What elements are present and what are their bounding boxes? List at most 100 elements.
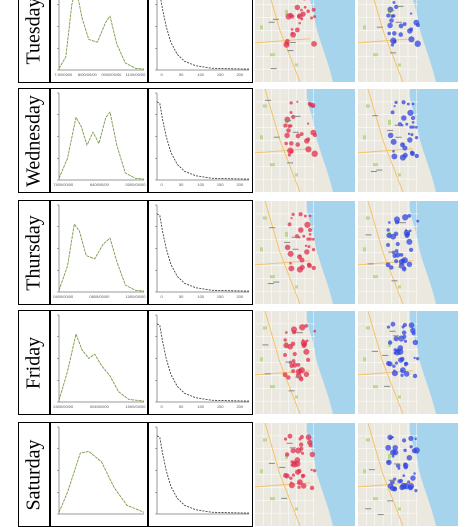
map-highway — [358, 38, 414, 44]
map-place-label-mark — [289, 42, 296, 44]
map-cluster-point — [411, 120, 415, 124]
cluster-map-red — [255, 0, 355, 82]
map-place-label-mark — [273, 281, 280, 283]
map-cluster-point — [286, 128, 291, 133]
map-cluster-point — [409, 445, 413, 449]
dist-xtick-label: 200 — [236, 404, 243, 409]
map-cluster-point — [286, 375, 291, 380]
map-cluster-point — [415, 23, 420, 28]
lake-michigan-area — [409, 201, 458, 304]
map-cluster-point — [413, 356, 416, 360]
map-cluster-point — [392, 364, 396, 368]
map-cluster-point — [416, 219, 420, 223]
ts-xtick-label: 1000/00/00 — [125, 294, 146, 299]
map-cluster-point — [301, 339, 305, 342]
map-park — [295, 63, 298, 67]
map-cluster-point — [284, 116, 291, 123]
map-cluster-point — [387, 6, 394, 13]
map-cluster-point — [298, 227, 304, 233]
lake-michigan-area — [412, 0, 458, 82]
map-cluster-point — [308, 237, 312, 241]
map-place-label-mark — [286, 442, 293, 444]
map-cluster-point — [299, 324, 306, 331]
map-park — [363, 469, 366, 474]
map-cluster-point — [288, 12, 293, 18]
map-cluster-point — [306, 137, 311, 142]
map-cluster-point — [292, 351, 297, 357]
map-park — [373, 275, 378, 279]
map-place-label-mark — [390, 52, 397, 54]
map-place-label-mark — [270, 68, 277, 70]
distance-distribution-plot: 0 50 100 150 200 — [148, 88, 253, 193]
dist-xtick-label: 50 — [179, 294, 184, 299]
map-place-label-mark — [287, 50, 294, 52]
dist-xtick-label: 0 — [160, 182, 163, 187]
map-place-label-mark — [267, 283, 274, 285]
map-place-label-mark — [370, 171, 377, 173]
map-cluster-point — [298, 437, 302, 441]
map-cluster-point — [399, 356, 405, 362]
map-place-label-mark — [398, 266, 405, 268]
map-cluster-point — [282, 372, 288, 378]
map-cluster-point — [294, 27, 300, 33]
map-cluster-point — [296, 362, 301, 367]
dist-xtick-label: 150 — [217, 404, 224, 409]
map-cluster-point — [295, 142, 301, 147]
map-cluster-point — [304, 249, 310, 255]
map-cluster-point — [305, 339, 309, 343]
map-highway — [367, 201, 404, 304]
map-cluster-point — [311, 248, 316, 252]
map-cluster-point — [394, 4, 399, 10]
map-cluster-point — [389, 485, 396, 492]
map-place-label-mark — [377, 514, 384, 516]
map-cluster-point — [298, 212, 303, 217]
dist-xtick-label: 50 — [179, 72, 184, 77]
map-cluster-point — [403, 371, 410, 377]
map-cluster-point — [290, 28, 294, 31]
map-cluster-point — [297, 485, 301, 489]
dist-axes — [156, 315, 249, 403]
map-cluster-point — [313, 15, 317, 19]
map-highway — [373, 0, 404, 82]
dist-xtick-label: 200 — [236, 294, 243, 299]
map-cluster-point — [414, 40, 421, 47]
map-place-label-mark — [264, 373, 271, 375]
map-park — [295, 395, 298, 399]
dist-xtick-label: 0 — [160, 294, 163, 299]
map-cluster-point — [303, 348, 310, 355]
map-place-label-mark — [387, 500, 394, 502]
map-cluster-point — [302, 234, 306, 238]
time-density-plot: 2400/00/00 00400/000 1000/00/00 — [50, 310, 148, 415]
dist-xtick-label: 100 — [197, 404, 204, 409]
map-cluster-point — [307, 245, 311, 249]
day-label-cell: Thursday — [18, 200, 50, 305]
map-cluster-point — [289, 141, 294, 146]
map-cluster-point — [291, 212, 295, 217]
map-cluster-point — [401, 142, 405, 146]
map-cluster-point — [398, 335, 405, 342]
map-cluster-point — [395, 241, 400, 247]
dist-xtick-label: 100 — [197, 182, 204, 187]
map-park — [263, 104, 267, 108]
map-cluster-point — [292, 362, 298, 368]
map-place-label-mark — [398, 338, 405, 340]
map-place-label-mark — [393, 463, 400, 465]
ts-curve — [58, 223, 145, 292]
map-cluster-point — [295, 447, 302, 454]
map-cluster-point — [414, 136, 419, 140]
map-cluster-point — [289, 476, 293, 480]
cluster-map-blue — [358, 201, 458, 304]
map-highway — [264, 89, 301, 192]
ts-xtick-label: 7-9/00000 — [54, 72, 73, 77]
map-park — [388, 453, 391, 459]
map-highway — [255, 38, 311, 44]
map-place-label-mark — [281, 497, 288, 499]
map-cluster-point — [401, 124, 404, 127]
map-cluster-point — [411, 448, 417, 454]
ts-axes — [58, 0, 144, 71]
map-cluster-point — [390, 14, 395, 18]
map-cluster-point — [399, 154, 407, 161]
map-cluster-point — [385, 262, 391, 268]
map-cluster-point — [300, 451, 305, 455]
map-place-label-mark — [296, 332, 303, 334]
